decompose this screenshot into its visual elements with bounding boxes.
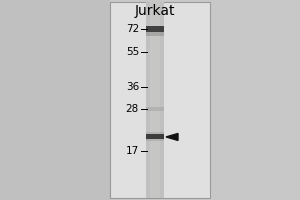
Text: 36: 36 bbox=[126, 82, 139, 92]
Bar bbox=[0, 0, 110, 200]
Polygon shape bbox=[166, 133, 178, 140]
Text: 55: 55 bbox=[126, 47, 139, 57]
Bar bbox=[210, 0, 300, 200]
Text: 28: 28 bbox=[126, 104, 139, 114]
Text: 17: 17 bbox=[126, 146, 139, 156]
Bar bbox=[146, 26, 164, 32]
Bar bbox=[146, 2, 164, 198]
Text: Jurkat: Jurkat bbox=[135, 4, 175, 18]
Bar bbox=[146, 134, 164, 139]
Bar bbox=[150, 2, 160, 198]
Bar bbox=[146, 32, 164, 36]
Bar bbox=[110, 2, 210, 198]
Bar bbox=[146, 132, 164, 141]
Text: 72: 72 bbox=[126, 24, 139, 34]
Bar bbox=[146, 107, 164, 111]
